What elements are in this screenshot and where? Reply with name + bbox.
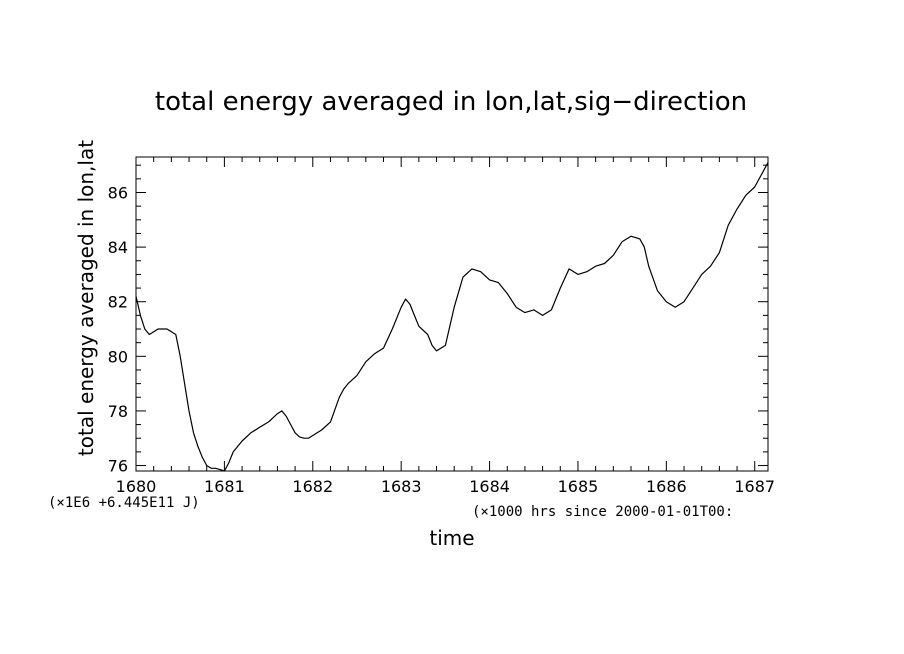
x-tick-label: 1687	[734, 477, 775, 496]
plot-frame	[135, 156, 769, 472]
x-tick-label: 1683	[381, 477, 422, 496]
x-tick-label: 1680	[116, 477, 157, 496]
y-axis-label: total energy averaged in lon,lat	[74, 140, 98, 456]
x-tick-label: 1681	[204, 477, 245, 496]
x-tick-label: 1685	[558, 477, 599, 496]
y-tick-label: 78	[108, 402, 128, 421]
series-line	[135, 162, 769, 472]
y-tick-label: 86	[108, 183, 128, 202]
y-tick-labels: 76 78 80 82 84 86	[108, 183, 128, 475]
y-tick-label: 82	[108, 293, 128, 312]
y-tick-label: 84	[108, 238, 128, 257]
x-tick-label: 1686	[646, 477, 687, 496]
x-tick-label: 1682	[292, 477, 333, 496]
y-tick-label: 80	[108, 347, 128, 366]
x-tick-label: 1684	[469, 477, 510, 496]
chart-title: total energy averaged in lon,lat,sig−dir…	[155, 87, 747, 117]
y-units-note: (×1E6 +6.445E11 J)	[48, 495, 200, 511]
axis-ticks	[135, 157, 768, 471]
x-units-note: (×1000 hrs since 2000-01-01T00:	[472, 504, 733, 520]
x-axis-label: time	[429, 526, 474, 550]
x-tick-labels: 1680 1681 1682 1683 1684 1685 1686 1687	[116, 477, 775, 496]
y-tick-label: 76	[108, 457, 128, 476]
